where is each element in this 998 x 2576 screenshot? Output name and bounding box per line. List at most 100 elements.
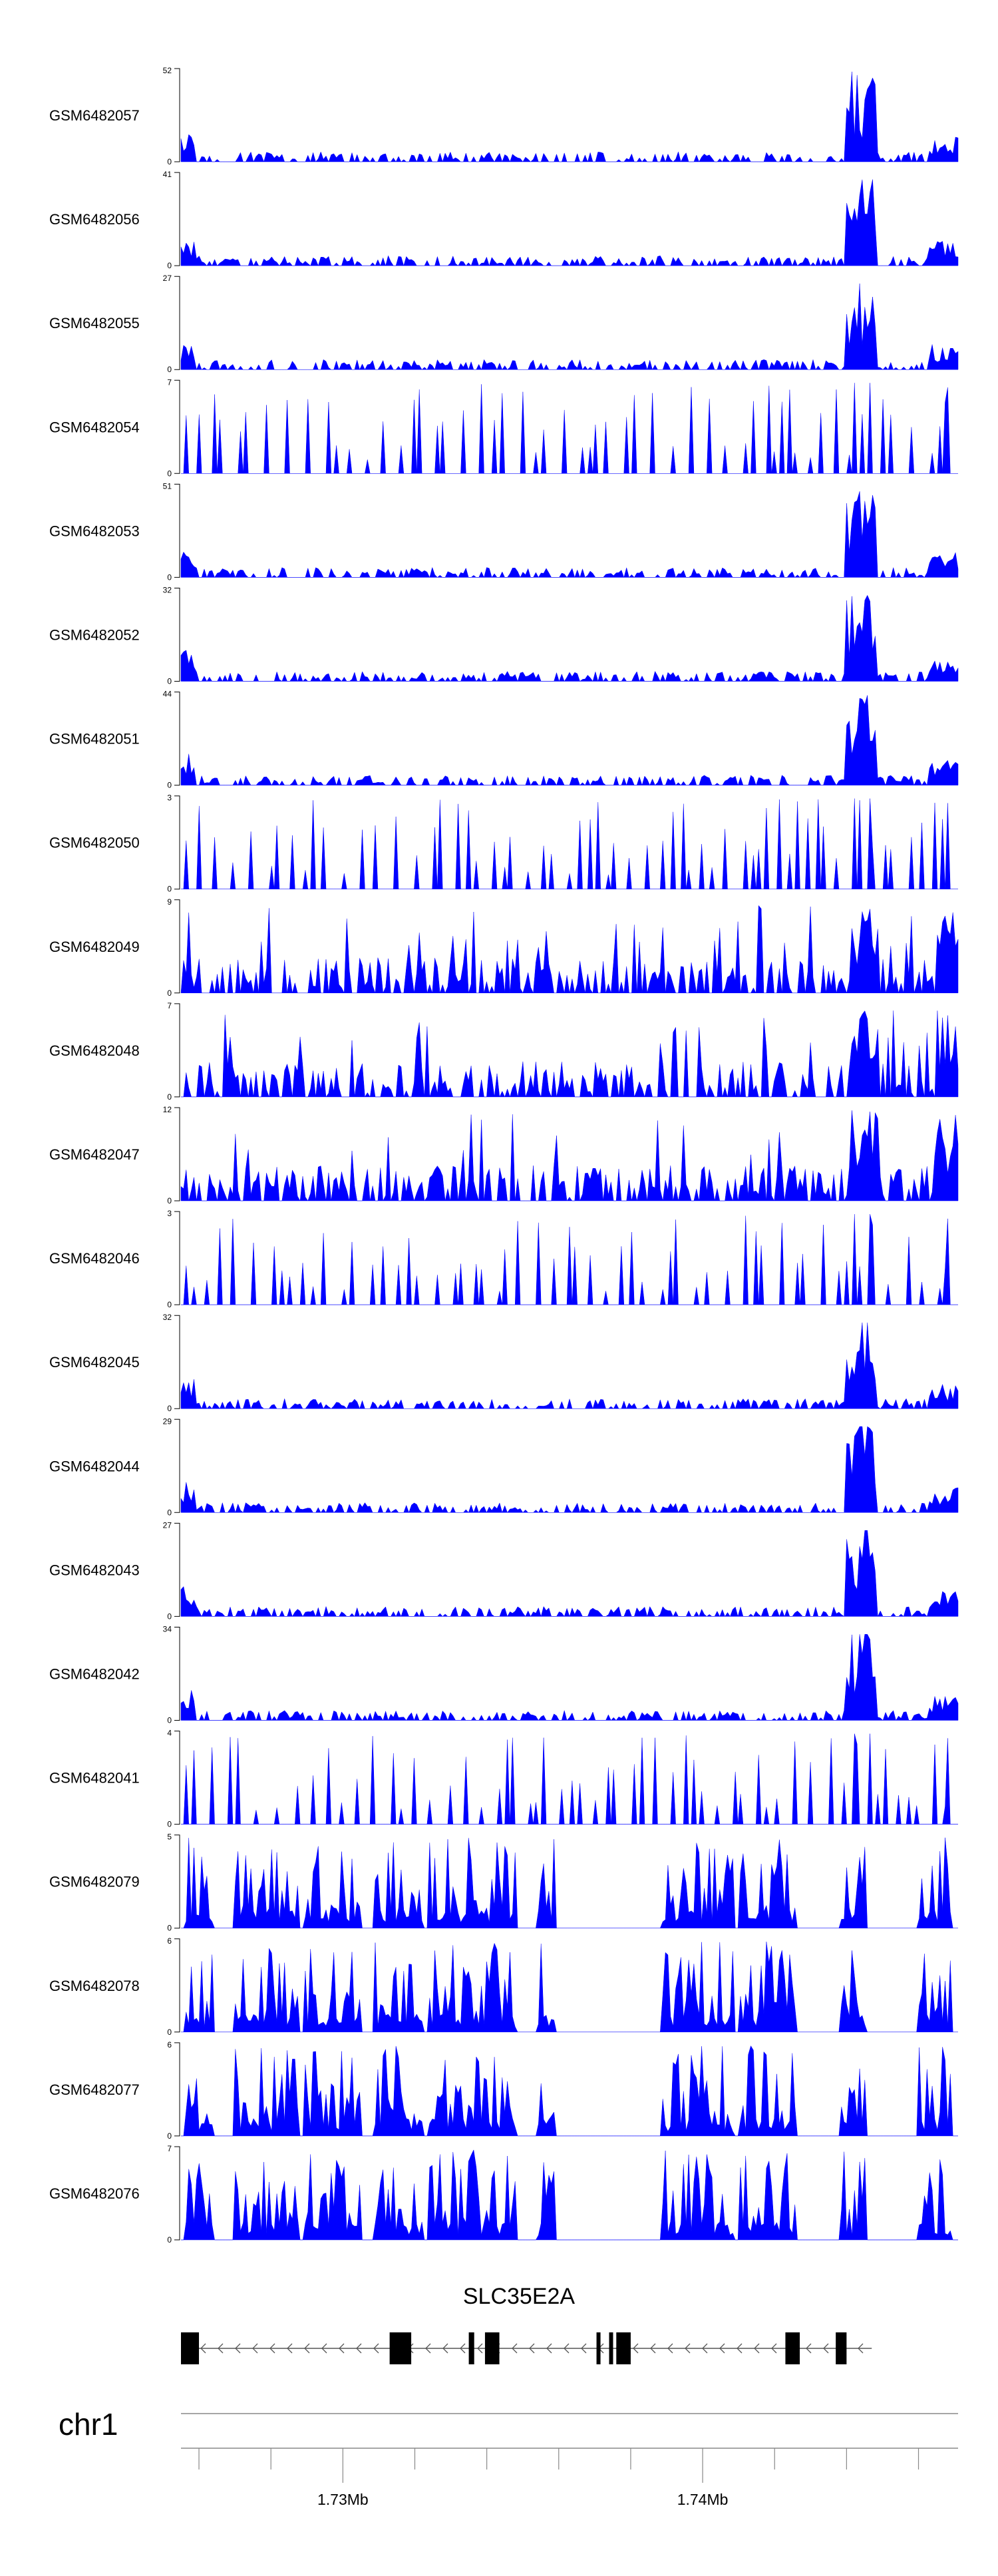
y-max-tick-label: 29 [163,1416,172,1426]
strand-chevron [858,2343,864,2354]
axis-tick-label: 1.73Mb [317,2491,369,2508]
exon [616,2332,631,2364]
track-label: GSM6482078 [49,1978,140,1994]
track-label: GSM6482047 [49,1146,140,1163]
strand-chevron [667,2343,673,2354]
y-max-tick-label: 7 [167,1001,172,1010]
strand-chevron [806,2343,812,2354]
y-min-tick-label: 0 [167,572,172,582]
strand-chevron [269,2343,275,2354]
y-min-tick-label: 0 [167,885,172,894]
y-max-tick-label: 5 [167,1832,172,1842]
y-min-tick-label: 0 [167,1716,172,1725]
track-GSM6482046: GSM6482046 3 0 [49,1209,958,1309]
coverage-area [180,179,959,266]
track-GSM6482049: GSM6482049 9 0 [49,897,959,998]
coverage-area [180,1530,959,1617]
strand-chevron [373,2343,379,2354]
y-axis [174,1003,180,1098]
track-GSM6482045: GSM6482045 32 0 [49,1313,959,1413]
coverage-area [181,798,958,889]
y-axis [174,483,180,578]
strand-chevron [321,2343,327,2354]
y-min-tick-label: 0 [167,261,172,270]
track-GSM6482055: GSM6482055 27 0 [49,274,959,374]
y-min-tick-label: 0 [167,157,172,166]
exon [596,2332,601,2364]
strand-chevron [529,2343,535,2354]
y-min-tick-label: 0 [167,469,172,478]
y-axis [174,2042,180,2137]
y-min-tick-label: 0 [167,2028,172,2037]
y-max-tick-label: 51 [163,481,172,491]
track-label: GSM6482076 [49,2185,140,2202]
track-label: GSM6482048 [49,1042,140,1059]
y-min-tick-label: 0 [167,2131,172,2141]
y-max-tick-label: 3 [167,1209,172,1218]
track-label: GSM6482042 [49,1666,140,1683]
y-axis [174,1315,180,1409]
coverage-area [180,1634,959,1721]
exon [181,2332,200,2364]
y-max-tick-label: 41 [163,170,172,179]
track-label: GSM6482079 [49,1874,140,1890]
strand-chevron [200,2343,206,2354]
track-label: GSM6482045 [49,1354,140,1371]
coverage-area [181,2045,958,2137]
strand-chevron [235,2343,241,2354]
y-axis [174,1731,180,1825]
strand-chevron [650,2343,656,2354]
y-max-tick-label: 9 [167,897,172,907]
track-label: GSM6482055 [49,315,140,331]
coverage-area [181,383,958,474]
y-axis [174,1522,180,1617]
strand-chevron [719,2343,725,2354]
track-label: GSM6482052 [49,627,140,644]
gene-label: SLC35E2A [463,2284,576,2309]
track-GSM6482078: GSM6482078 6 0 [49,1936,958,2037]
y-min-tick-label: 0 [167,1092,172,1102]
track-GSM6482051: GSM6482051 44 0 [49,690,959,790]
coverage-area [180,491,959,578]
track-GSM6482042: GSM6482042 34 0 [49,1625,959,1725]
strand-chevron [702,2343,708,2354]
strand-chevron [564,2343,570,2354]
y-axis [174,795,180,890]
y-min-tick-label: 0 [167,1404,172,1413]
y-min-tick-label: 0 [167,781,172,790]
y-max-tick-label: 44 [163,690,172,699]
y-min-tick-label: 0 [167,1196,172,1205]
y-axis [174,692,180,786]
y-min-tick-label: 0 [167,1508,172,1517]
coverage-area [181,1010,959,1098]
track-label: GSM6482046 [49,1250,140,1267]
y-axis [174,1938,180,2033]
y-axis [174,1834,180,1929]
exon [389,2332,412,2364]
track-GSM6482057: GSM6482057 52 0 [49,66,959,166]
exon [785,2332,800,2364]
track-GSM6482050: GSM6482050 3 0 [49,793,958,894]
exon [836,2332,847,2364]
y-axis [174,1418,180,1513]
track-label: GSM6482053 [49,523,140,539]
y-min-tick-label: 0 [167,1300,172,1309]
coverage-area [180,1426,959,1514]
track-GSM6482041: GSM6482041 4 0 [49,1729,958,1829]
coverage-area [180,695,959,786]
exon [484,2332,500,2364]
coverage-area [181,1837,958,1928]
strand-chevron [685,2343,691,2354]
track-GSM6482052: GSM6482052 32 0 [49,586,959,686]
y-min-tick-label: 0 [167,365,172,374]
exon [609,2332,613,2364]
y-axis [174,2146,180,2241]
coverage-area [180,1110,959,1201]
y-axis [174,379,180,474]
track-label: GSM6482049 [49,939,140,955]
y-min-tick-label: 0 [167,677,172,686]
y-min-tick-label: 0 [167,988,172,998]
coverage-tracks: GSM6482057520GSM6482056410GSM6482055270G… [49,66,959,2245]
genome-axis-track: chr1 1.73Mb 1.74Mb [59,2407,958,2508]
strand-chevron [339,2343,345,2354]
